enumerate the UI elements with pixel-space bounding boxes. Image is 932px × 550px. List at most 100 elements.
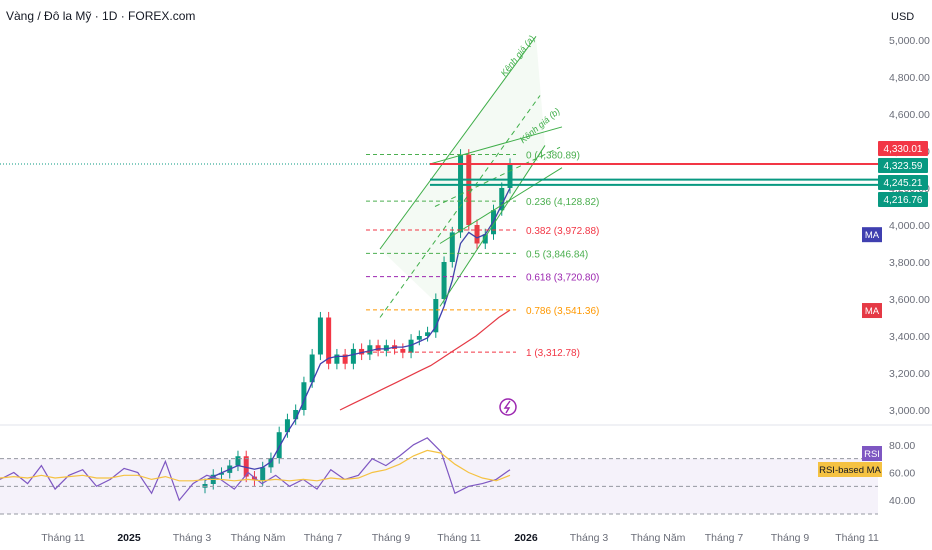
candle-body — [449, 232, 455, 262]
fib-level-label: 0.618 (3,720.80) — [526, 273, 599, 284]
price-tag[interactable] — [878, 175, 928, 190]
candle-body — [284, 419, 290, 433]
candle-body — [268, 458, 274, 468]
price-tag[interactable] — [878, 141, 928, 156]
candle-body — [334, 354, 340, 364]
ma-tag-label: MA — [865, 306, 880, 317]
x-tick-label: Tháng Năm — [631, 532, 686, 544]
ma-fast-line — [204, 187, 511, 481]
y-tick-label: 3,200.00 — [889, 368, 930, 380]
fib-level-label: 0.786 (3,541.36) — [526, 306, 599, 317]
x-tick-label: 2025 — [117, 532, 141, 544]
candle-body — [260, 467, 266, 481]
y-tick-label: 4,800.00 — [889, 72, 930, 84]
lightning-icon[interactable] — [499, 398, 517, 416]
candle-body — [309, 354, 315, 383]
rsi-y-tick-label: 40.00 — [889, 495, 915, 507]
candle-body — [359, 348, 365, 355]
candle-body — [367, 345, 373, 355]
y-tick-label: 4,000.00 — [889, 220, 930, 232]
channel-a-line — [439, 145, 546, 307]
channel-b-line — [429, 126, 563, 165]
rsi-ma-tag[interactable] — [818, 462, 882, 477]
grid-layer — [0, 163, 932, 426]
y-tick-label: 3,000.00 — [889, 405, 930, 417]
channel-a-mid-line — [379, 95, 541, 318]
ma-tag[interactable] — [862, 227, 882, 243]
price-tag-label: 4,323.59 — [884, 161, 923, 172]
candle-body — [243, 456, 249, 477]
y-tick-label: 4,600.00 — [889, 109, 930, 121]
candle-body — [218, 472, 224, 475]
y-tick-label: 5,000.00 — [889, 35, 930, 47]
candle-body — [326, 317, 332, 364]
channel-a-line — [379, 36, 537, 250]
ma-tag[interactable] — [862, 303, 882, 319]
y-tick-label: 3,600.00 — [889, 294, 930, 306]
rsi-y-tick-label: 80.00 — [889, 440, 915, 452]
x-tick-label: Tháng 9 — [372, 532, 411, 544]
x-tick-label: Tháng 7 — [705, 532, 744, 544]
price-tag[interactable] — [878, 192, 928, 207]
rsi-tag[interactable] — [862, 446, 882, 461]
candle-body — [474, 225, 480, 244]
fib-level-label: 0 (4,380.89) — [526, 151, 580, 162]
rsi-ma-line — [0, 449, 511, 482]
candle-body — [400, 348, 406, 353]
rsi-line — [0, 437, 511, 502]
fib-level-label: 0.5 (3,846.84) — [526, 249, 588, 260]
chart-title: Vàng / Đô la Mỹ · 1D · FOREX.com — [6, 9, 196, 23]
fib-level-label: 1 (3,312.78) — [526, 348, 580, 359]
x-tick-label: Tháng 9 — [771, 532, 810, 544]
candle-body — [408, 339, 414, 353]
lightning-icon — [503, 400, 511, 414]
rsi-pane-layer — [0, 437, 878, 515]
candle-body — [458, 154, 464, 233]
x-tick-label: Tháng 3 — [570, 532, 609, 544]
y-tick-label: 3,400.00 — [889, 331, 930, 343]
channel-a-fill — [380, 36, 545, 307]
candle-body — [433, 299, 439, 333]
fib-level-label: 0.382 (3,972.88) — [526, 226, 599, 237]
ma-slow-line — [339, 309, 511, 411]
ma-tag-label: MA — [865, 230, 880, 241]
candle-body — [499, 188, 505, 211]
candle-body — [317, 317, 323, 355]
candle-body — [276, 432, 282, 459]
rsi-band-fill — [0, 458, 878, 514]
candle-body — [342, 354, 348, 364]
candle-body — [251, 476, 257, 481]
x-tick-label: Tháng 11 — [835, 532, 879, 544]
x-tick-label: Tháng Năm — [231, 532, 286, 544]
price-tag[interactable] — [878, 158, 928, 173]
axis-layer: 5,000.004,800.004,600.004,400.004,200.00… — [41, 35, 930, 544]
candle-body — [301, 382, 307, 410]
x-tick-label: Tháng 3 — [173, 532, 212, 544]
main-chart-layer: Kênh giá (a)Kênh giá (b)0 (4,380.89)0.23… — [202, 33, 880, 494]
candle-body — [416, 336, 422, 340]
price-tag-label: 4,330.01 — [884, 144, 923, 155]
candle-body — [482, 234, 488, 244]
x-tick-label: Tháng 11 — [437, 532, 481, 544]
y-tick-label: 3,800.00 — [889, 257, 930, 269]
candle-body — [293, 410, 299, 420]
candle-body — [507, 163, 513, 188]
rsi-tag-label: RSI — [864, 449, 880, 460]
candle-body — [375, 345, 381, 351]
candle-body — [350, 348, 356, 364]
candle-body — [441, 262, 447, 299]
candle-body — [425, 332, 431, 336]
x-tick-label: 2026 — [514, 532, 538, 544]
price-tag-label: 4,245.21 — [884, 178, 923, 189]
candle-body — [235, 456, 241, 466]
candle-body — [383, 345, 389, 351]
x-tick-label: Tháng 11 — [41, 532, 85, 544]
rsi-ma-tag-label: RSI-based MA — [819, 465, 881, 476]
fib-level-label: 0.236 (4,128.82) — [526, 197, 599, 208]
rsi-y-tick-label: 60.00 — [889, 468, 915, 480]
currency-label: USD — [891, 11, 914, 23]
candle-body — [466, 154, 472, 225]
x-tick-label: Tháng 7 — [304, 532, 343, 544]
price-tag-label: 4,216.76 — [884, 195, 923, 206]
